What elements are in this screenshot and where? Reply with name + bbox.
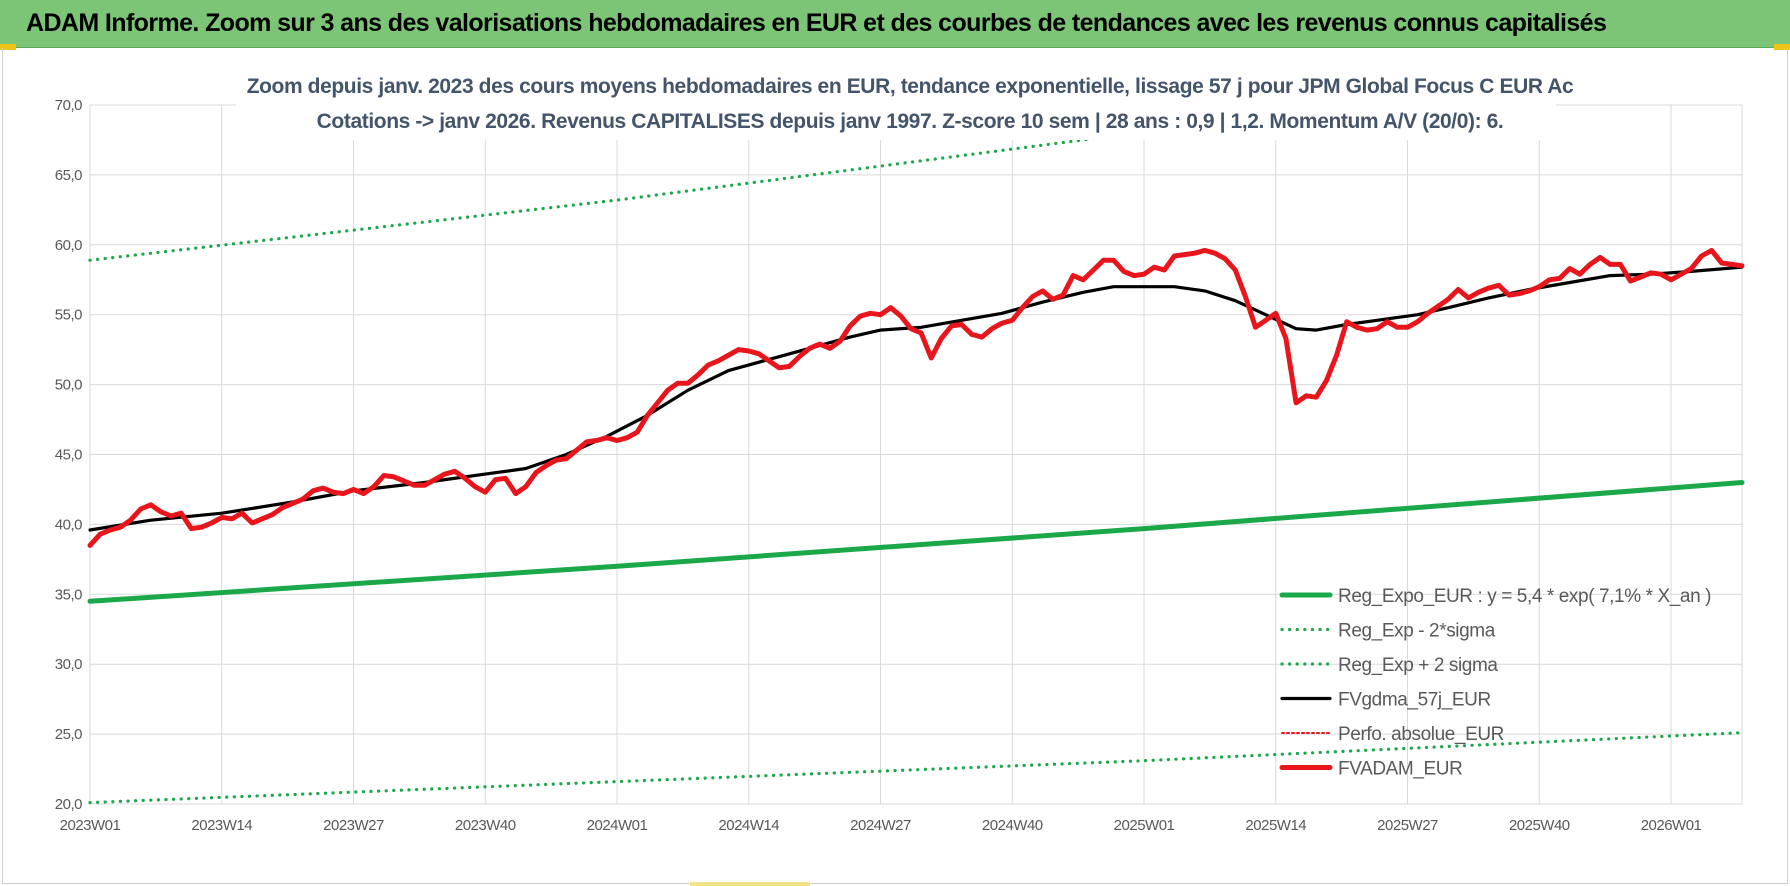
chart-panel (2, 48, 1788, 884)
y-tick-label: 60,0 (55, 237, 82, 254)
y-tick-label: 55,0 (55, 307, 82, 324)
y-tick-label: 40,0 (55, 516, 82, 533)
grid-lines (89, 104, 1743, 805)
series-group (87, 101, 1745, 805)
bottom-accent (690, 882, 810, 886)
banner-right-accent (1774, 44, 1790, 50)
x-tick-label: 2025W27 (1377, 817, 1438, 834)
x-tick-label: 2024W14 (718, 817, 779, 834)
y-tick-label: 25,0 (55, 726, 82, 743)
x-tick-label: 2023W27 (323, 817, 384, 834)
x-tick-label: 2023W01 (60, 817, 121, 834)
y-tick-label: 65,0 (55, 167, 82, 184)
series-line-2 (88, 101, 1402, 262)
legend-label: Reg_Exp - 2*sigma (1338, 621, 1496, 642)
report-title: ADAM Informe. Zoom sur 3 ans des valoris… (26, 9, 1607, 37)
legend-label: FVgdma_57j_EUR (1338, 690, 1491, 711)
legend-label: FVADAM_EUR (1338, 759, 1462, 780)
y-tick-label: 50,0 (55, 377, 82, 394)
chart-title-group: Zoom depuis janv. 2023 des cours moyens … (236, 66, 1574, 140)
y-tick-label: 70,0 (55, 97, 82, 114)
series-line-5 (87, 247, 1745, 548)
chart-title-line1: Zoom depuis janv. 2023 des cours moyens … (247, 75, 1574, 98)
y-tick-label: 20,0 (55, 796, 82, 813)
x-tick-label: 2024W27 (850, 817, 911, 834)
series-line-1 (88, 731, 1744, 805)
x-tick-label: 2023W40 (455, 817, 516, 834)
y-tick-label: 35,0 (55, 586, 82, 603)
x-tick-label: 2024W40 (982, 817, 1043, 834)
x-tick-label: 2025W14 (1245, 817, 1306, 834)
y-tick-label: 45,0 (55, 447, 82, 464)
x-tick-label: 2026W01 (1641, 817, 1702, 834)
banner-left-accent (0, 44, 16, 50)
y-tick-label: 30,0 (55, 656, 82, 673)
legend-label: Perfo. absolue_EUR (1338, 724, 1504, 745)
x-tick-label: 2023W14 (191, 817, 252, 834)
report-banner: ADAM Informe. Zoom sur 3 ans des valoris… (0, 0, 1790, 48)
chart-title-line2: Cotations -> janv 2026. Revenus CAPITALI… (317, 110, 1504, 133)
x-tick-label: 2025W40 (1509, 817, 1570, 834)
axis-labels: 70,0 65,0 60,0 55,0 50,0 45,0 40,0 35,0 30,0 25,0… (55, 97, 1702, 834)
legend-label: Reg_Exp + 2 sigma (1338, 655, 1498, 676)
series-line-0 (87, 480, 1745, 604)
chart-title-background (236, 66, 1556, 140)
x-tick-label: 2025W01 (1114, 817, 1175, 834)
legend: Reg_Expo_EUR : y = 5,4 * exp( 7,1% * X_a… (1279, 586, 1712, 780)
legend-label: Reg_Expo_EUR : y = 5,4 * exp( 7,1% * X_a… (1338, 586, 1711, 607)
series-line-3 (88, 265, 1744, 532)
x-tick-label: 2024W01 (587, 817, 648, 834)
